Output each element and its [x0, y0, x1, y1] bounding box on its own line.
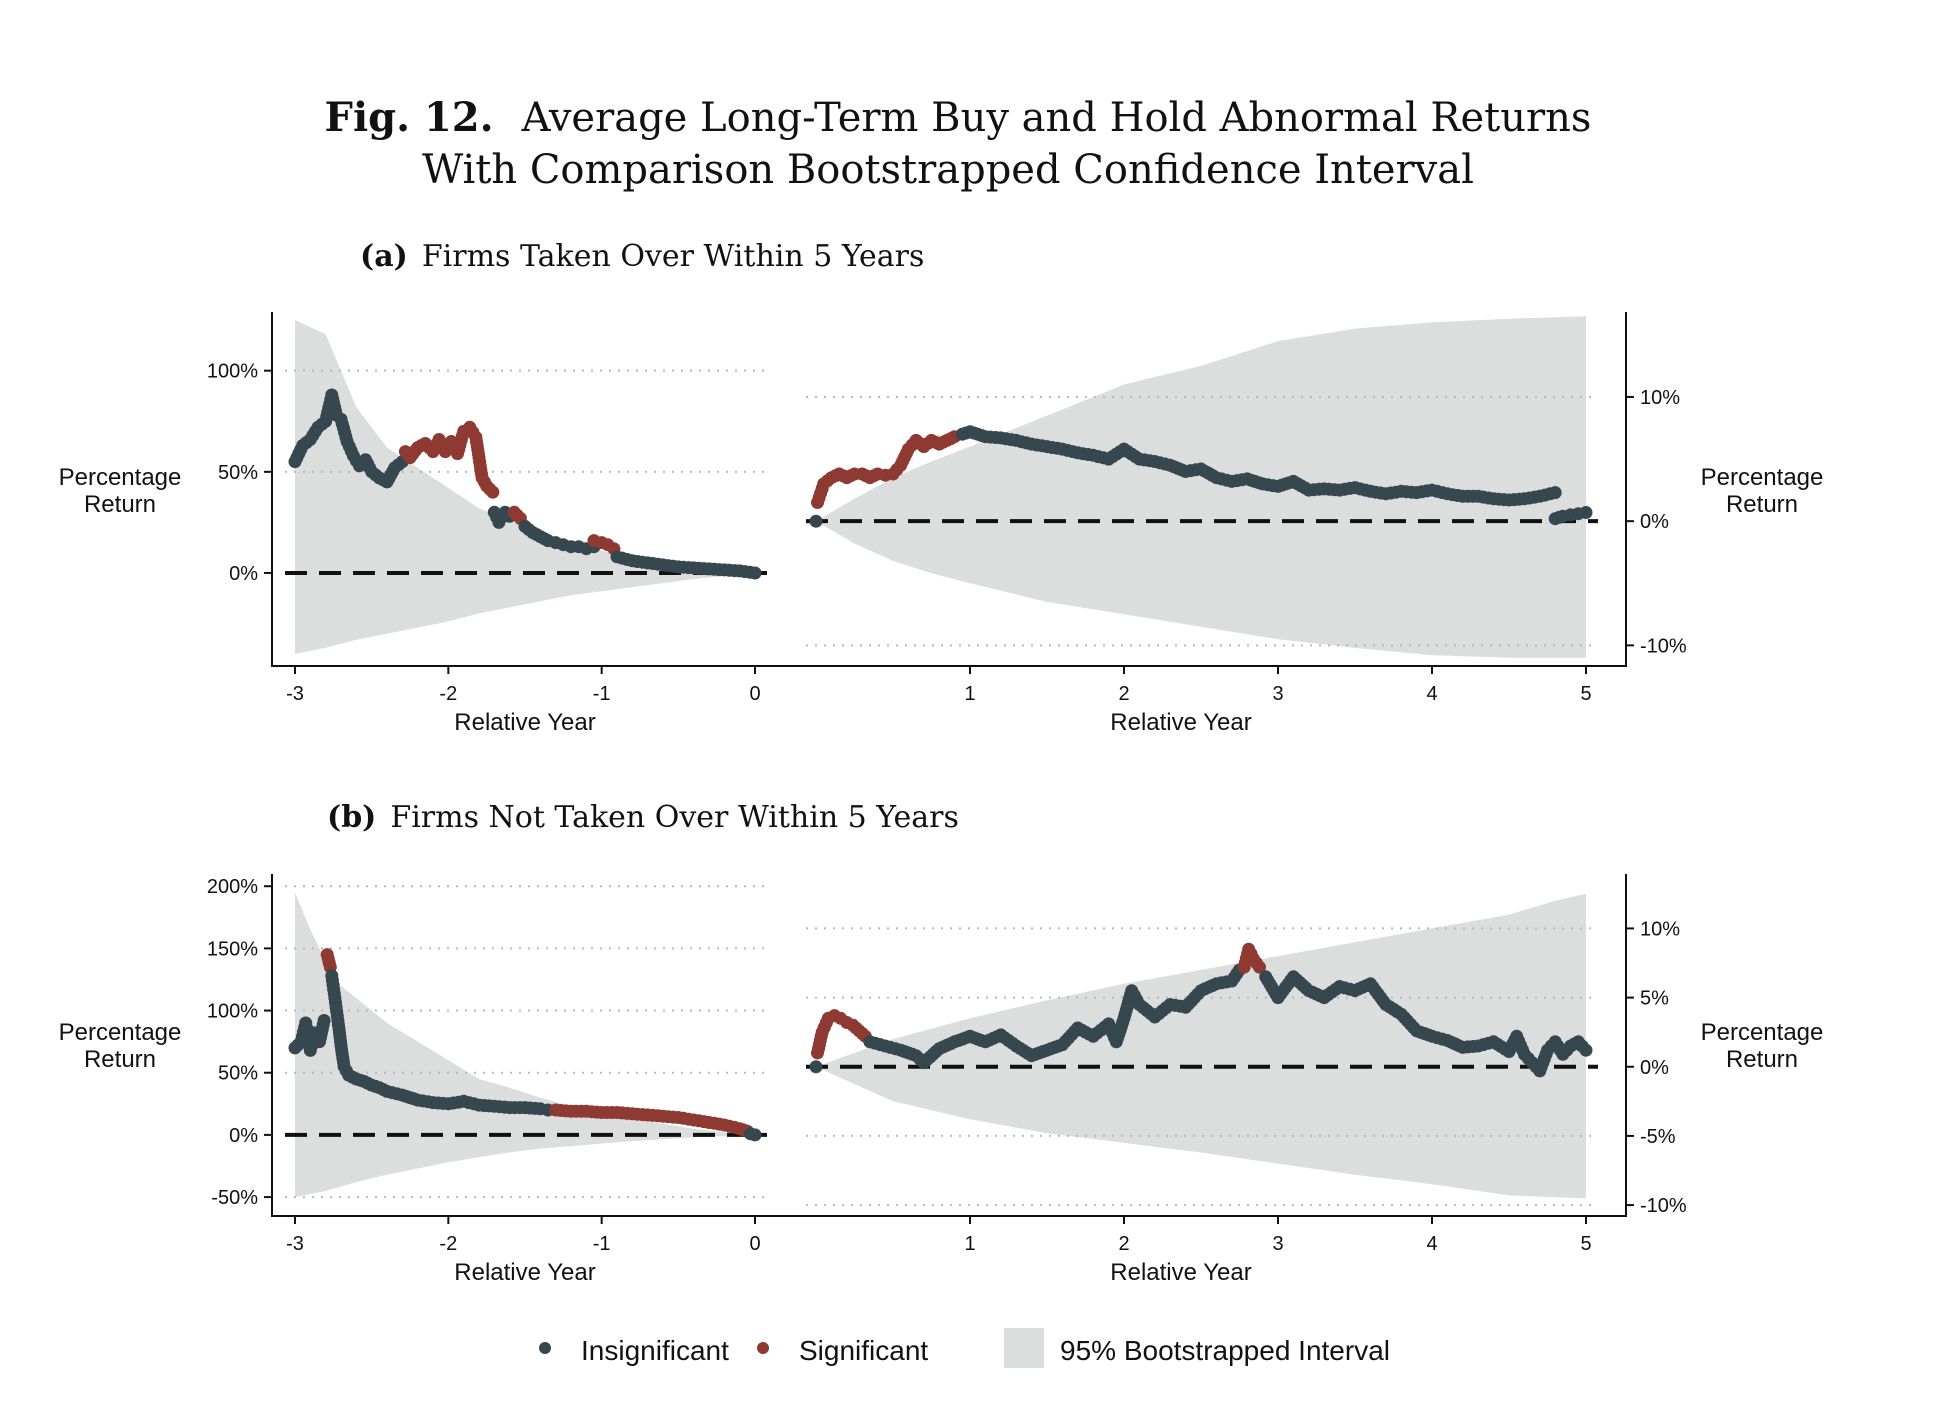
- panel-b-left-point-insignificant: [317, 1014, 331, 1027]
- panel-b-right-xtick-label: 1: [964, 1233, 975, 1255]
- panel-b-left-xtick-label: -2: [439, 1233, 457, 1255]
- panel-a-right-xtick-label: 4: [1426, 683, 1437, 705]
- panel-a-title-text: Firms Taken Over Within 5 Years: [422, 239, 925, 274]
- panel-a-left-xtick-label: -3: [286, 683, 304, 705]
- panel-b-left-point-insignificant: [748, 1128, 762, 1142]
- panel-b-left-plot: -50% 0% 50% 100% 150% 200% -3 -2 -1 0 Relative Yea…: [59, 876, 767, 1286]
- panel-a-right-xtick-label: 5: [1580, 683, 1591, 705]
- panel-b-right-ytick-label: 5%: [1640, 988, 1669, 1010]
- panel-a-label: (a): [360, 239, 408, 274]
- figure-title: Fig. 12. Average Long-Term Buy and Hold A…: [325, 94, 1592, 141]
- panel-b-left-ytick-label: -50%: [211, 1187, 258, 1209]
- panel-b-right-xlabel: Relative Year: [1110, 1259, 1251, 1286]
- panel-b-left-xtick-label: 0: [749, 1233, 760, 1255]
- panel-b-title: (b) Firms Not Taken Over Within 5 Years: [327, 800, 959, 835]
- panel-b-left-ytick-label: 150%: [207, 938, 258, 960]
- legend-insignificant-label: Insignificant: [581, 1335, 729, 1366]
- panel-a-right-ytick-label: -10%: [1640, 635, 1687, 657]
- panel-b-left-ytick-label: 200%: [207, 876, 258, 898]
- panel-a-left-xlabel: Relative Year: [454, 709, 595, 736]
- panel-a-left-point-insignificant: [748, 566, 762, 580]
- figure-title-line2: With Comparison Bootstrapped Confidence …: [422, 147, 1474, 193]
- panel-a-axes: [271, 312, 1627, 667]
- legend-insignificant-marker: [539, 1342, 551, 1354]
- panel-b-right-ytick-label: -5%: [1640, 1126, 1676, 1148]
- figure-title-line1: Average Long-Term Buy and Hold Abnormal …: [521, 95, 1592, 141]
- panel-b-left-ylabel: Percentage Return: [59, 1019, 182, 1073]
- panel-a-left-ytick-label: 50%: [218, 462, 258, 484]
- panel-a-right-xtick-label: 3: [1272, 683, 1283, 705]
- panel-b-right-xtick-label: 5: [1580, 1233, 1591, 1255]
- panel-a-right-ytick-label: 10%: [1640, 387, 1680, 409]
- panel-b-right-ytick-label: -10%: [1640, 1195, 1687, 1217]
- panel-b-right-confidence-band: [816, 893, 1586, 1199]
- panel-b-right-xtick-label: 3: [1272, 1233, 1283, 1255]
- panel-b-right-point-significant: [1253, 960, 1266, 974]
- legend-significant-marker: [757, 1342, 769, 1354]
- panel-b-right-xtick-label: 4: [1426, 1233, 1437, 1255]
- panel-b-right-xtick-label: 2: [1118, 1233, 1129, 1255]
- panel-b-left-xtick-label: -1: [593, 1233, 611, 1255]
- panel-a-right-xtick-label: 1: [964, 683, 975, 705]
- panel-a-left-ytick-label: 100%: [207, 361, 258, 383]
- panel-a-left-xtick-label: -1: [593, 683, 611, 705]
- panel-a-title: (a) Firms Taken Over Within 5 Years: [360, 239, 924, 274]
- panel-a-right-confidence-band: [816, 316, 1586, 658]
- panel-b-left-xtick-label: -3: [286, 1233, 304, 1255]
- panel-b-right-ytick-label: 0%: [1640, 1057, 1669, 1079]
- panel-a-left-confidence-band: [295, 320, 755, 654]
- panel-b-label: (b): [327, 800, 376, 835]
- panel-b-right-ytick-label: 10%: [1640, 918, 1680, 940]
- panel-b-axes: [271, 874, 1627, 1217]
- legend-significant-label: Significant: [799, 1335, 928, 1366]
- panel-b-left-confidence-band: [295, 892, 755, 1198]
- panel-a-right-ytick-label: 0%: [1640, 511, 1669, 533]
- panel-a-right-point-insignificant: [1579, 506, 1593, 519]
- panel-a-right-xtick-label: 2: [1118, 683, 1129, 705]
- panel-b-left-ytick-label: 100%: [207, 1001, 258, 1023]
- panel-b-right-ylabel: Percentage Return: [1701, 1019, 1824, 1073]
- legend: Insignificant Significant 95% Bootstrapp…: [539, 1328, 1390, 1368]
- panel-a-right-point-insignificant: [809, 514, 823, 528]
- panel-b-left-ytick-label: 50%: [218, 1063, 258, 1085]
- panel-a-left-xtick-label: -2: [439, 683, 457, 705]
- panel-a-right-point-insignificant: [1548, 486, 1562, 500]
- legend-interval-label: 95% Bootstrapped Interval: [1060, 1335, 1390, 1366]
- panel-b-left-ytick-label: 0%: [229, 1125, 258, 1147]
- panel-a-right-ylabel: Percentage Return: [1701, 464, 1824, 518]
- panel-a-left-ytick-label: 0%: [229, 563, 258, 585]
- panel-b-title-text: Firms Not Taken Over Within 5 Years: [390, 800, 959, 835]
- panel-a-left-ylabel: Percentage Return: [59, 464, 182, 518]
- panel-a-left-point-significant: [486, 485, 500, 499]
- panel-b-right-plot: -10% -5% 0% 5% 10% 1 2 3 4 5 Relative Year Percenta…: [806, 893, 1824, 1286]
- panel-a-right-plot: -10% 0% 10% 1 2 3 4 5 Relative Year Percentage Ret…: [806, 316, 1823, 736]
- legend-interval-swatch: [1004, 1328, 1044, 1368]
- panel-b-left-xlabel: Relative Year: [454, 1259, 595, 1286]
- figure-label: Fig. 12.: [325, 94, 494, 141]
- panel-b-right-point-insignificant: [809, 1060, 823, 1074]
- panel-a-right-xlabel: Relative Year: [1110, 709, 1251, 736]
- panel-b-right-point-insignificant: [1579, 1043, 1593, 1057]
- panel-a-left-xtick-label: 0: [749, 683, 760, 705]
- panel-a-left-plot: 0% 50% 100% -3 -2 -1 0 Relative Year Percentage R…: [59, 320, 767, 736]
